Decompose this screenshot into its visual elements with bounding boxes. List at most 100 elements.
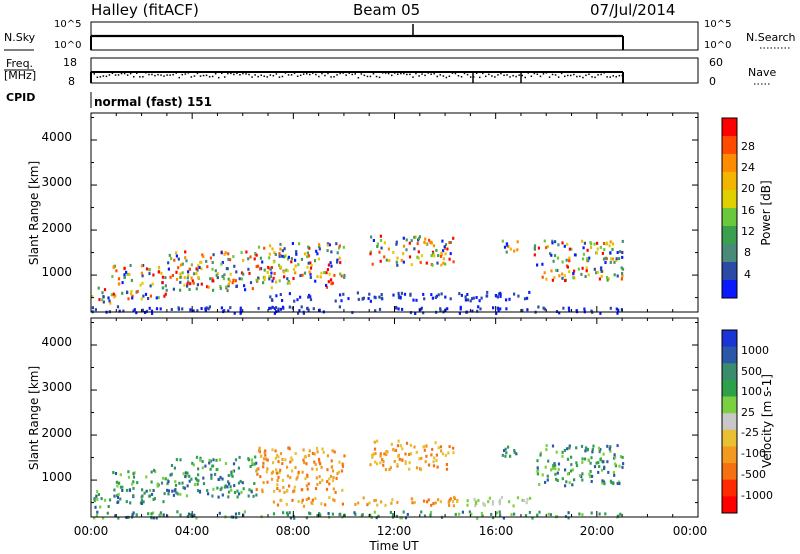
scatter-cell [178,481,181,485]
scatter-cell [159,511,162,515]
scatter-cell [440,449,443,453]
scatter-cell [393,448,396,452]
scatter-cell [609,251,612,255]
scatter-cell [575,461,578,465]
scatter-cell [283,275,286,279]
scatter-cell [420,254,424,258]
scatter-cell [361,297,364,301]
scatter-cell [437,446,440,450]
scatter-cell [253,462,256,466]
scatter-cell [556,256,560,260]
scatter-cell [588,472,591,476]
scatter-cell [475,501,478,505]
scatter-cell [301,273,304,277]
sky-tick-bottom-left: 10^0 [54,40,81,51]
scatter-cell [173,258,176,262]
scatter-cell [186,484,189,488]
scatter-cell [380,293,383,296]
velocity-frame [90,317,699,518]
nave-dot [582,76,584,79]
scatter-cell [443,247,446,250]
scatter-cell [197,479,200,483]
scatter-cell [452,504,456,508]
scatter-cell [537,305,540,309]
scatter-cell [377,514,380,518]
scatter-cell [143,491,146,495]
sky-right-label: N.Search [746,31,796,44]
scatter-cell [129,501,132,505]
scatter-cell [307,454,311,457]
scatter-cell [217,495,220,499]
scatter-cell [207,307,210,311]
scatter-cell [144,292,148,296]
scatter-cell [289,460,292,464]
scatter-cell [181,271,184,275]
power-ytick-3000: 3000 [41,175,72,189]
scatter-cell [171,489,174,493]
nave-dot [421,73,423,75]
scatter-cell [279,265,283,269]
nave-dot [378,76,381,79]
scatter-cell [262,275,265,279]
scatter-cell [420,468,423,472]
scatter-cell [303,271,307,275]
nave-dot [439,74,441,76]
scatter-cell [297,472,300,476]
nave-dot [208,76,211,78]
scatter-cell [367,297,370,300]
scatter-cell [415,298,418,302]
scatter-cell [150,309,154,313]
scatter-cell [167,480,170,484]
scatter-cell [430,293,433,297]
scatter-cell [595,271,598,275]
scatter-cell [432,502,435,506]
colorbar-segment [722,226,737,245]
scatter-cell [505,307,508,311]
scatter-cell [597,446,601,450]
scatter-cell [584,457,587,461]
sky-left-label: N.Sky [4,31,36,44]
scatter-cell [513,450,516,454]
scatter-cell [504,447,507,451]
scatter-cell [441,239,444,243]
nave-dot [266,76,268,78]
scatter-cell [342,292,345,296]
scatter-cell [179,263,183,267]
scatter-cell [175,491,178,495]
scatter-cell [164,276,167,280]
scatter-cell [612,482,615,486]
scatter-cell [255,488,258,492]
scatter-cell [209,277,212,281]
scatter-cell [195,455,199,459]
scatter-cell [307,496,310,500]
scatter-cell [169,275,172,279]
nave-dot [466,73,469,76]
scatter-cell [225,267,228,271]
scatter-cell [195,267,198,271]
scatter-cell [495,511,498,515]
scatter-cell [395,240,398,244]
scatter-cell [445,467,449,471]
scatter-cell [596,247,599,251]
scatter-cell [404,462,407,465]
scatter-cell [439,445,442,449]
scatter-cell [488,496,491,500]
scatter-cell [504,454,507,458]
scatter-cell [529,496,532,500]
nave-dot [454,72,457,75]
scatter-cell [292,268,295,271]
scatter-cell [103,288,107,292]
scatter-cell [201,466,204,470]
scatter-cell [166,488,169,492]
scatter-cell [599,311,602,315]
scatter-cell [555,268,558,272]
scatter-cell [544,480,547,484]
colorbar-segment [722,280,737,299]
scatter-cell [93,497,96,501]
scatter-cell [593,267,596,271]
scatter-cell [232,469,236,473]
scatter-cell [107,505,110,508]
scatter-cell [400,291,403,295]
scatter-cell [235,270,238,274]
scatter-cell [599,267,603,271]
